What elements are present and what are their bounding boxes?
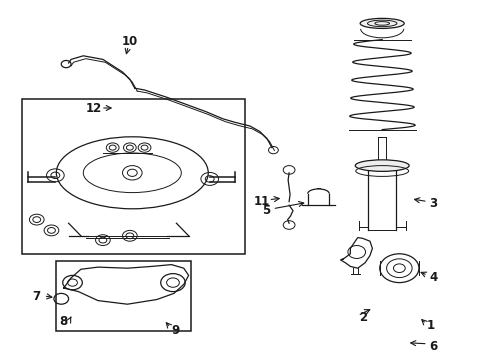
Text: 6: 6	[429, 340, 437, 353]
Text: 9: 9	[172, 324, 179, 337]
Bar	[56, 261, 191, 331]
Text: 3: 3	[429, 197, 437, 210]
Text: 8: 8	[60, 315, 68, 328]
Bar	[22, 99, 245, 254]
Text: 5: 5	[263, 204, 270, 217]
Text: 12: 12	[86, 102, 102, 114]
Text: 10: 10	[122, 35, 138, 48]
Text: 2: 2	[360, 311, 368, 324]
Text: 1: 1	[427, 319, 435, 332]
Text: 4: 4	[429, 271, 437, 284]
Ellipse shape	[355, 160, 409, 171]
Text: 7: 7	[33, 291, 41, 303]
Text: 11: 11	[254, 195, 270, 208]
Ellipse shape	[360, 18, 404, 28]
